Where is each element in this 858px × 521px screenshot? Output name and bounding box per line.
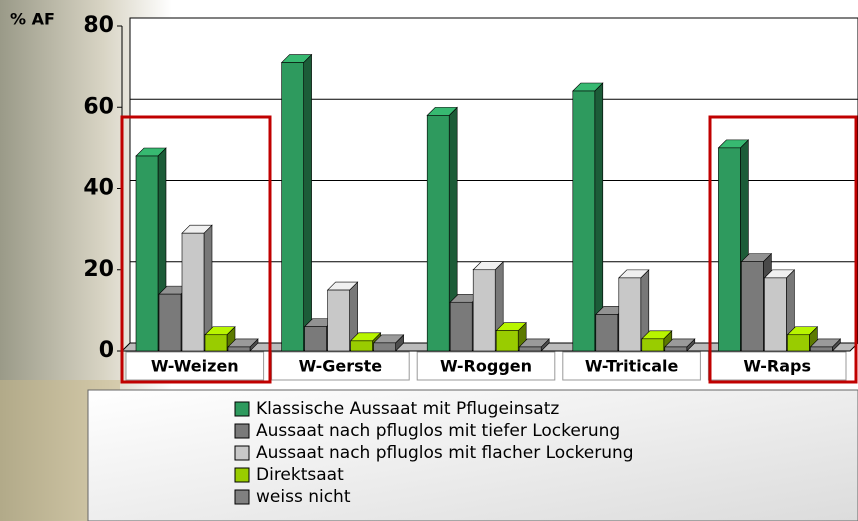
category-box [271,351,410,381]
bar [595,314,619,352]
bar [618,277,642,352]
bar [572,90,596,352]
bar [764,277,787,352]
legend-label: Aussaat nach pfluglos mit flacher Locker… [256,443,634,463]
y-tick-label: 60 [83,94,114,119]
bar [741,261,764,352]
x-tick-label: W-Raps [743,357,811,376]
category-box [707,351,847,381]
y-tick-label: 0 [99,338,114,363]
legend-swatch [234,401,250,417]
y-tick-label: 20 [83,257,114,282]
bar [135,155,159,352]
category-box [125,351,265,381]
category-box [562,351,701,381]
bar [810,346,833,352]
bar [373,342,396,352]
legend-box [87,389,858,521]
x-tick-label: W-Triticale [585,357,679,376]
legend-swatch [234,423,250,439]
legend-swatch [234,467,250,483]
x-tick-label: W-Weizen [151,357,239,376]
legend-label: Direktsaat [256,465,344,485]
y-tick-label: 40 [83,176,114,201]
bar [787,334,810,352]
bar [158,293,182,352]
bar [204,334,228,352]
bar [426,115,450,352]
bar [281,62,304,352]
category-box [416,351,556,381]
legend-label: weiss nicht [256,487,351,507]
x-tick-label: W-Roggen [440,357,532,376]
bar [327,289,350,352]
y-axis-label: % AF [10,10,55,29]
bar [718,147,741,352]
highlight-box [708,115,858,384]
bar [641,338,665,352]
y-tick-label: 80 [83,13,114,38]
legend-swatch [234,445,250,461]
bar [495,330,519,352]
bar [227,346,251,352]
legend-swatch [234,489,250,505]
bar [664,346,688,352]
bar-side [303,53,312,352]
highlight-box [120,115,272,384]
legend-label: Aussaat nach pfluglos mit tiefer Lockeru… [256,421,620,441]
legend-label: Klassische Aussaat mit Pflugeinsatz [256,399,559,419]
bar [304,326,327,352]
bar [518,346,542,352]
x-tick-label: W-Gerste [299,357,383,376]
bar [350,340,373,352]
bar [449,301,473,352]
bar [472,269,496,352]
bar [181,232,205,352]
